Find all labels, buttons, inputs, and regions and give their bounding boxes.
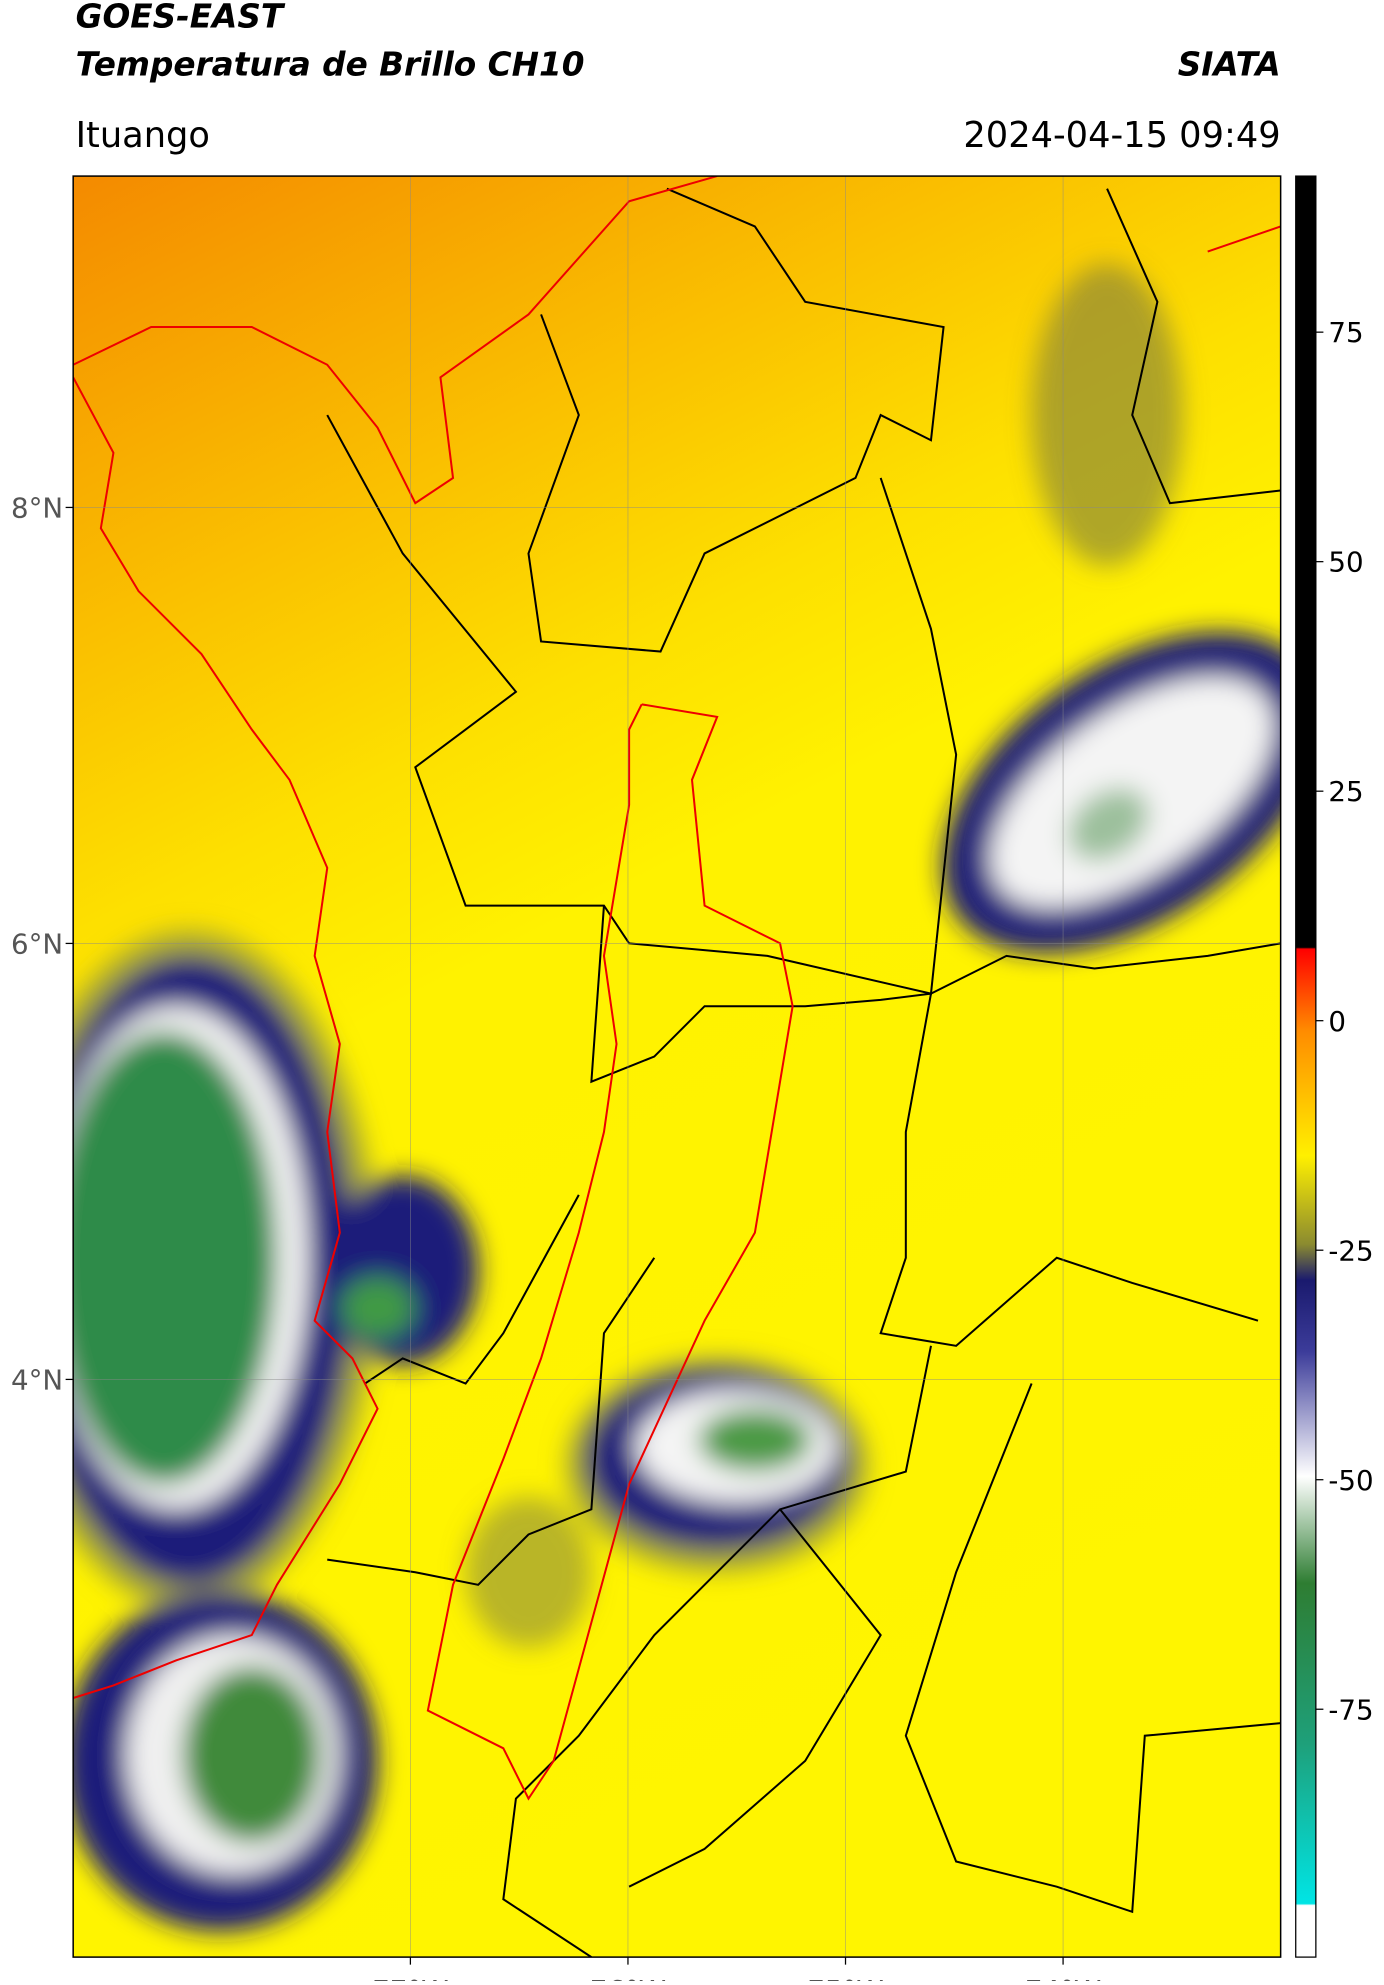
colorbar-tick-label: -25 — [1328, 1234, 1373, 1267]
y-tick-label: 4°N — [11, 1363, 63, 1396]
x-tick-label: 77°W — [372, 1974, 448, 1981]
colorbar-tick-label: 0 — [1328, 1005, 1346, 1038]
source: SIATA — [1178, 45, 1281, 83]
datetime: 2024-04-15 09:49 — [963, 115, 1280, 156]
colorbar-tick-label: 25 — [1328, 775, 1363, 808]
location: Ituango — [76, 115, 210, 156]
map-imagery — [73, 176, 1281, 1958]
x-tick-label: 74°W — [1025, 1974, 1101, 1981]
colorbar-tick-label: 75 — [1328, 316, 1363, 349]
colorbar — [1295, 175, 1317, 1958]
y-tick-label: 8°N — [11, 492, 63, 525]
colorbar-tick-label: 50 — [1328, 546, 1363, 579]
colorbar-tick-label: -50 — [1328, 1464, 1373, 1497]
colorbar-tick-label: -75 — [1328, 1693, 1373, 1726]
subtitle: Temperatura de Brillo CH10 — [76, 45, 585, 83]
map-frame — [72, 175, 1282, 1958]
map-grid — [73, 176, 1281, 1958]
y-tick-label: 6°N — [11, 927, 63, 960]
x-tick-label: 75°W — [807, 1974, 883, 1981]
title: GOES-EAST — [76, 0, 286, 36]
x-tick-label: 76°W — [590, 1974, 666, 1981]
